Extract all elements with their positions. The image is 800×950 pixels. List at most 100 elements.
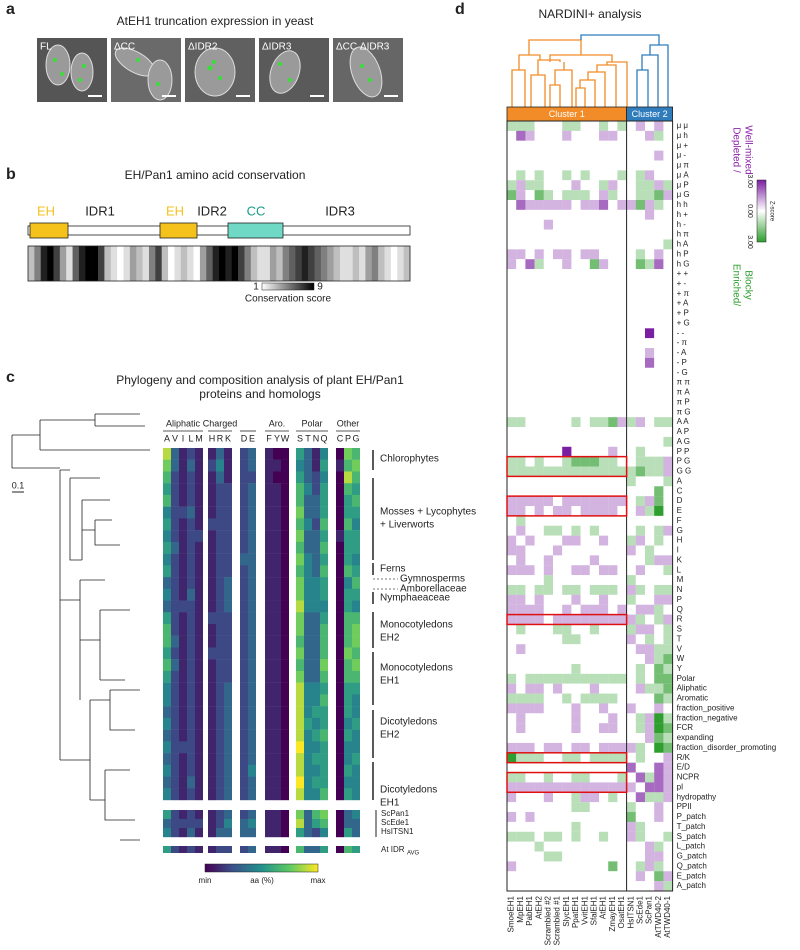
heat-cell [163,635,171,648]
heat-cell [179,846,187,853]
row-label: - P [677,358,687,367]
heat-cell [507,604,517,615]
heat-cell [599,199,609,210]
heat-cell [516,446,526,457]
row-label: + + [677,269,689,278]
heat-cell [336,647,344,660]
heat-cell [516,357,526,368]
heat-cell [273,717,281,730]
heat-cell [352,577,360,589]
heat-cell [534,545,544,556]
heat-cell [562,476,572,487]
heat-cell [516,456,526,467]
heat-cell [580,278,590,289]
heat-cell [336,518,344,531]
heat-cell [553,288,563,299]
heat-cell [626,496,636,507]
heat-cell [654,190,664,201]
heat-cell [216,764,224,777]
heat-cell [580,654,590,665]
heat-cell [171,530,179,543]
heat-cell [663,387,673,398]
heat-cell [312,846,320,853]
heat-cell [599,634,609,645]
heat-cell [320,776,328,789]
heat-cell [599,683,609,694]
heat-cell [617,160,627,171]
heat-cell [553,713,563,724]
heat-cell [562,861,572,872]
heat-cell [336,659,344,672]
heat-cell [589,762,600,773]
heat-cell [645,733,655,744]
heat-cell [320,494,328,507]
heat-cell [525,713,535,724]
heat-cell [265,494,273,507]
heat-cell [580,209,590,220]
heat-cell [352,764,360,777]
heat-cell [608,318,618,329]
column-label: ZmayEH1 [608,895,617,931]
heat-cell [580,229,590,240]
heat-cell [617,683,627,694]
heat-cell [304,494,312,507]
heat-cell [635,634,646,645]
heat-cell [534,752,544,763]
heat-cell [240,788,248,801]
heat-cell [304,471,312,484]
heat-cell [571,407,581,418]
heat-cell [626,308,636,319]
heat-cell [516,663,526,674]
row-label: P P [677,447,690,456]
heat-cell [320,659,328,672]
heat-cell [654,871,664,882]
heat-cell [663,742,673,753]
heat-cell [571,742,581,753]
heat-cell [312,776,320,789]
heat-cell [654,713,664,724]
heat-cell [663,821,673,832]
heat-cell [344,846,352,853]
heat-cell [580,733,590,744]
heat-cell [516,298,526,309]
conservation-stripe [339,246,347,281]
heat-cell [635,821,646,832]
heat-cell [553,733,563,744]
heat-cell [580,466,590,477]
heat-cell [571,259,581,270]
heat-cell [281,600,289,613]
heat-cell [265,448,273,460]
heat-cell [617,506,627,516]
heat-cell [248,518,256,531]
heat-cell [580,821,590,832]
column-label: W [281,433,290,443]
heat-cell [240,729,248,742]
heat-cell [534,831,544,842]
heat-cell [599,269,609,280]
heat-cell [626,318,636,329]
heat-cell [599,318,609,329]
heat-cell [571,278,581,289]
heat-cell [534,535,544,546]
heat-cell [240,612,248,625]
heat-cell [599,713,609,724]
heat-cell [543,298,554,309]
heat-cell [525,545,535,556]
heat-cell [320,506,328,519]
heat-cell [240,588,248,601]
heat-cell [654,496,664,507]
heat-cell [589,851,600,862]
heat-cell [617,584,627,595]
heat-cell [516,466,526,477]
heat-cell [553,841,563,852]
heat-cell [344,764,352,777]
heat-cell [240,647,248,660]
heat-cell [553,466,563,477]
heat-cell [553,851,563,862]
heat-cell [336,588,344,601]
heat-cell [216,670,224,683]
heat-cell [525,219,535,230]
heat-cell [312,706,320,719]
heat-cell [534,861,544,872]
heat-cell [516,476,526,487]
